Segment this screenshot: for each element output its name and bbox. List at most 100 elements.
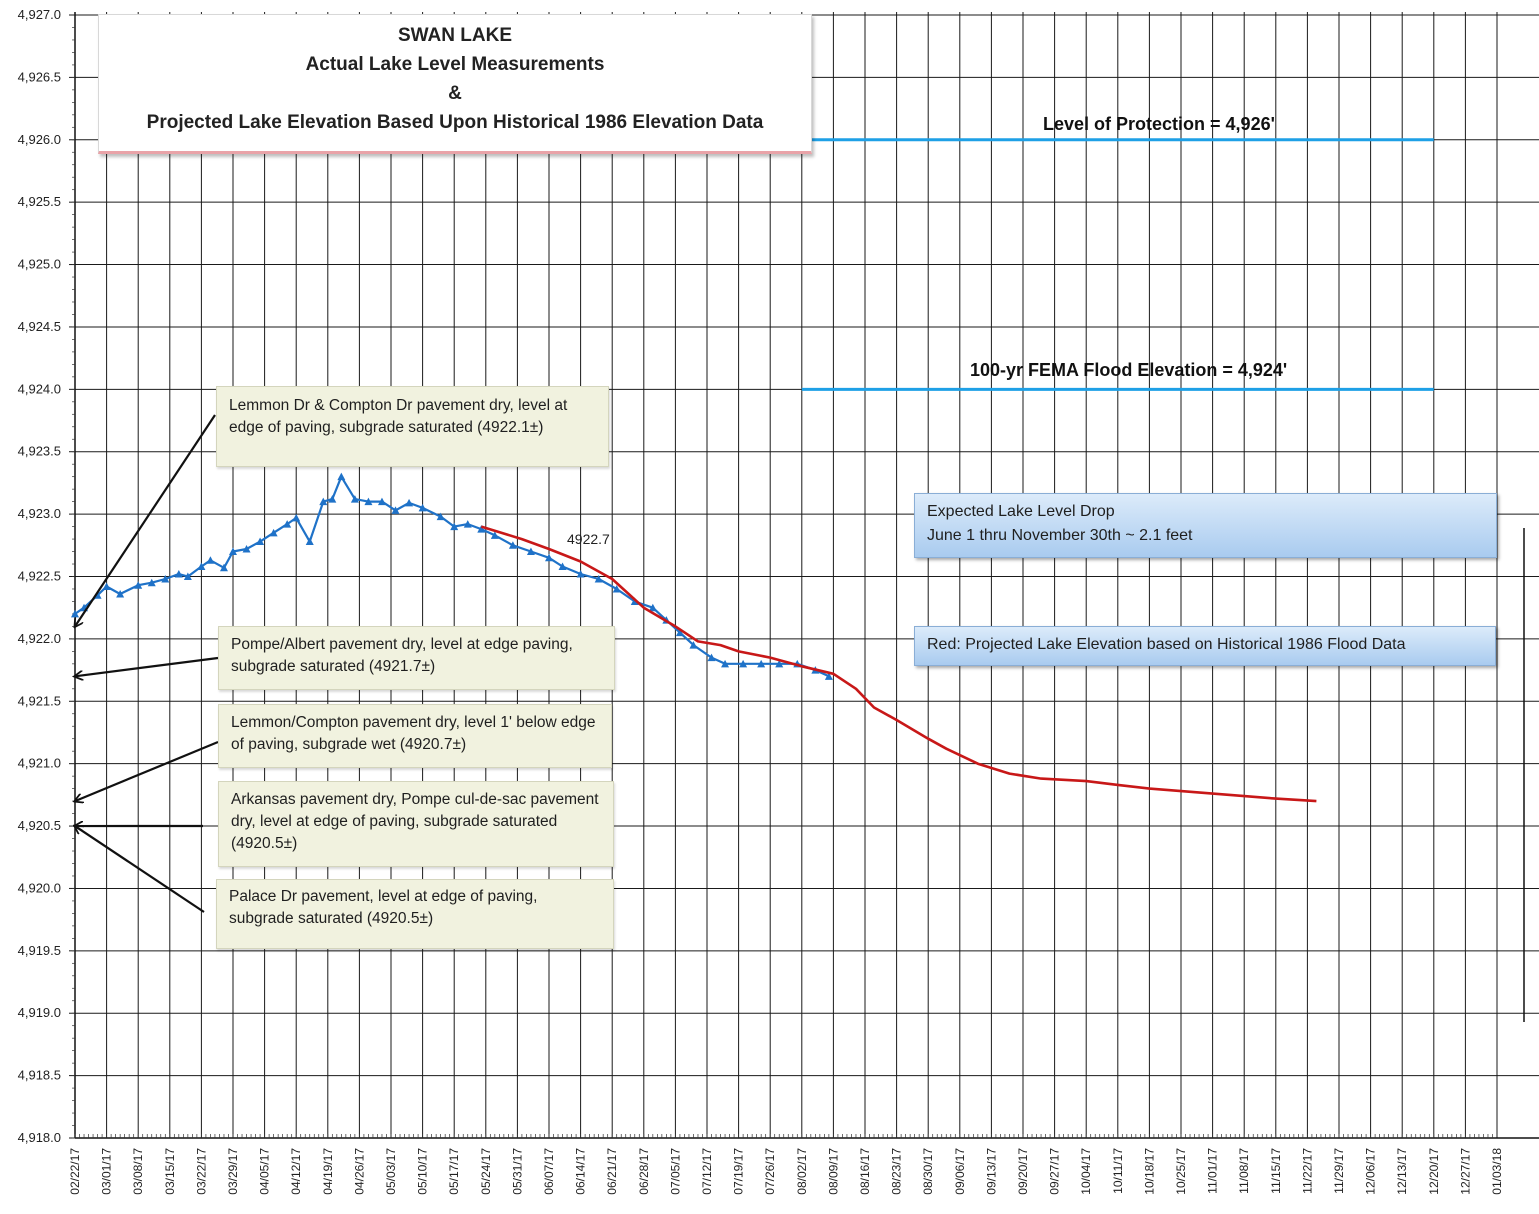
chart-title-line-2: Actual Lake Level Measurements bbox=[305, 54, 605, 75]
actual-level-point bbox=[206, 556, 215, 564]
x-tick-label: 12/06/17 bbox=[1364, 1148, 1378, 1195]
x-tick-label: 10/18/17 bbox=[1142, 1148, 1156, 1195]
x-tick-label: 05/31/17 bbox=[510, 1148, 524, 1195]
annotation-palace-dr-4920-5: Palace Dr pavement, level at edge of pav… bbox=[216, 879, 614, 949]
actual-level-point bbox=[490, 531, 499, 539]
chart-title-line-1: SWAN LAKE bbox=[398, 25, 512, 46]
actual-level-point bbox=[508, 541, 517, 549]
x-tick-label: 03/01/17 bbox=[100, 1148, 114, 1195]
annotation-lemmon-compton-4922: Lemmon Dr & Compton Dr pavement dry, lev… bbox=[216, 386, 609, 467]
y-tick-label: 4,926.0 bbox=[18, 132, 61, 147]
x-tick-label: 07/05/17 bbox=[668, 1148, 682, 1195]
chart-grid bbox=[74, 12, 1539, 1139]
y-tick-label: 4,926.5 bbox=[18, 69, 61, 84]
x-tick-label: 11/29/17 bbox=[1332, 1148, 1346, 1194]
y-tick-label: 4,920.5 bbox=[18, 818, 61, 833]
actual-level-point bbox=[824, 672, 833, 680]
actual-level-point bbox=[757, 659, 766, 668]
x-tick-label: 04/05/17 bbox=[258, 1148, 272, 1195]
actual-level-point bbox=[337, 472, 346, 481]
fema-flood-elevation-label: 100-yr FEMA Flood Elevation = 4,924' bbox=[970, 360, 1288, 380]
x-tick-label: 06/07/17 bbox=[542, 1148, 556, 1195]
x-tick-label: 12/27/17 bbox=[1458, 1148, 1472, 1195]
x-tick-label: 02/22/17 bbox=[68, 1148, 82, 1195]
y-tick-label: 4,919.0 bbox=[18, 1005, 61, 1020]
actual-level-point bbox=[545, 553, 553, 562]
actual-level-point bbox=[256, 537, 265, 546]
actual-level-point bbox=[174, 570, 183, 578]
x-tick-label: 10/11/17 bbox=[1111, 1148, 1125, 1194]
chart-title-line-4: Projected Lake Elevation Based Upon Hist… bbox=[146, 112, 764, 133]
actual-level-point bbox=[319, 497, 328, 506]
x-tick-label: 03/29/17 bbox=[226, 1148, 240, 1195]
annotation-pompe-albert-4921: Pompe/Albert pavement dry, level at edge… bbox=[218, 626, 615, 690]
actual-level-point bbox=[292, 513, 301, 522]
y-tick-label: 4,918.5 bbox=[18, 1068, 61, 1083]
x-tick-label: 06/21/17 bbox=[605, 1148, 619, 1195]
actual-level-point bbox=[707, 653, 716, 662]
x-tick-label: 11/01/17 bbox=[1206, 1148, 1220, 1194]
y-tick-label: 4,925.0 bbox=[18, 257, 61, 272]
level-of-protection-label: Level of Protection = 4,926' bbox=[1043, 114, 1275, 134]
y-tick-label: 4,924.5 bbox=[18, 319, 61, 334]
actual-level-point bbox=[689, 641, 698, 649]
actual-level-point bbox=[675, 628, 684, 637]
reference-lines bbox=[801, 138, 1434, 391]
x-tick-label: 04/19/17 bbox=[321, 1148, 335, 1195]
actual-level-point bbox=[648, 603, 657, 612]
actual-level-point bbox=[161, 574, 170, 583]
x-tick-label: 11/08/17 bbox=[1237, 1148, 1251, 1194]
x-tick-label: 06/28/17 bbox=[637, 1148, 651, 1195]
x-tick-label: 09/06/17 bbox=[953, 1148, 967, 1195]
actual-level-point bbox=[612, 584, 621, 593]
actual-level-point bbox=[242, 545, 251, 553]
x-axis-ticks: 02/22/17 03/01/17 03/08/17 03/15/17 03/22/17… bbox=[68, 1134, 1504, 1195]
x-tick-label: 10/25/17 bbox=[1174, 1148, 1188, 1195]
y-tick-label: 4,918.0 bbox=[18, 1130, 61, 1145]
x-tick-label: 08/23/17 bbox=[890, 1148, 904, 1195]
actual-level-point bbox=[229, 547, 237, 556]
actual-level-point bbox=[219, 563, 228, 572]
chart-title-box: SWAN LAKE Actual Lake Level Measurements… bbox=[98, 14, 812, 154]
x-tick-label: 08/09/17 bbox=[826, 1148, 840, 1195]
x-tick-label: 09/20/17 bbox=[1016, 1148, 1030, 1195]
y-tick-label: 4,922.0 bbox=[18, 631, 61, 646]
actual-level-point bbox=[594, 574, 603, 583]
annotation-arrow bbox=[75, 656, 219, 676]
x-tick-label: 11/22/17 bbox=[1300, 1148, 1314, 1194]
expected-drop-note: Expected Lake Level Drop June 1 thru Nov… bbox=[914, 493, 1497, 558]
actual-level-point bbox=[418, 503, 427, 512]
x-tick-label: 05/17/17 bbox=[447, 1148, 461, 1195]
expected-drop-line-1: Expected Lake Level Drop bbox=[927, 503, 1115, 520]
x-tick-label: 10/04/17 bbox=[1079, 1148, 1093, 1195]
chart-title-line-3: & bbox=[448, 83, 462, 104]
actual-level-point bbox=[134, 581, 143, 589]
actual-level-point bbox=[405, 498, 414, 507]
actual-level-point bbox=[147, 578, 156, 587]
legend-red-note: Red: Projected Lake Elevation based on H… bbox=[914, 626, 1496, 666]
y-tick-label: 4,927.0 bbox=[18, 7, 61, 22]
actual-level-point bbox=[328, 495, 337, 503]
x-tick-label: 08/16/17 bbox=[858, 1148, 872, 1195]
projected-level-line bbox=[480, 525, 1317, 803]
x-tick-label: 04/26/17 bbox=[352, 1148, 366, 1195]
actual-level-point bbox=[305, 537, 314, 546]
x-tick-label: 03/15/17 bbox=[163, 1148, 177, 1195]
y-tick-label: 4,923.0 bbox=[18, 506, 61, 521]
x-tick-label: 03/08/17 bbox=[131, 1148, 145, 1195]
x-tick-label: 07/19/17 bbox=[732, 1148, 746, 1195]
expected-drop-line-2: June 1 thru November 30th ~ 2.1 feet bbox=[927, 527, 1193, 544]
actual-level-point bbox=[436, 512, 445, 521]
y-tick-label: 4,921.0 bbox=[18, 756, 61, 771]
actual-level-point bbox=[116, 589, 125, 598]
y-tick-label: 4,922.5 bbox=[18, 569, 61, 584]
y-axis-ticks: 4,918.0 4,918.5 4,919.0 4,919.5 4,920.0 4,920… bbox=[18, 7, 75, 1145]
x-tick-label: 05/03/17 bbox=[384, 1148, 398, 1195]
actual-level-point bbox=[477, 525, 486, 533]
x-tick-label: 12/13/17 bbox=[1395, 1148, 1409, 1195]
legend-red-line: Red: Projected Lake Elevation based on H… bbox=[927, 636, 1406, 653]
actual-level-point bbox=[739, 659, 748, 668]
actual-level-point bbox=[71, 609, 79, 618]
actual-level-point bbox=[450, 522, 459, 531]
